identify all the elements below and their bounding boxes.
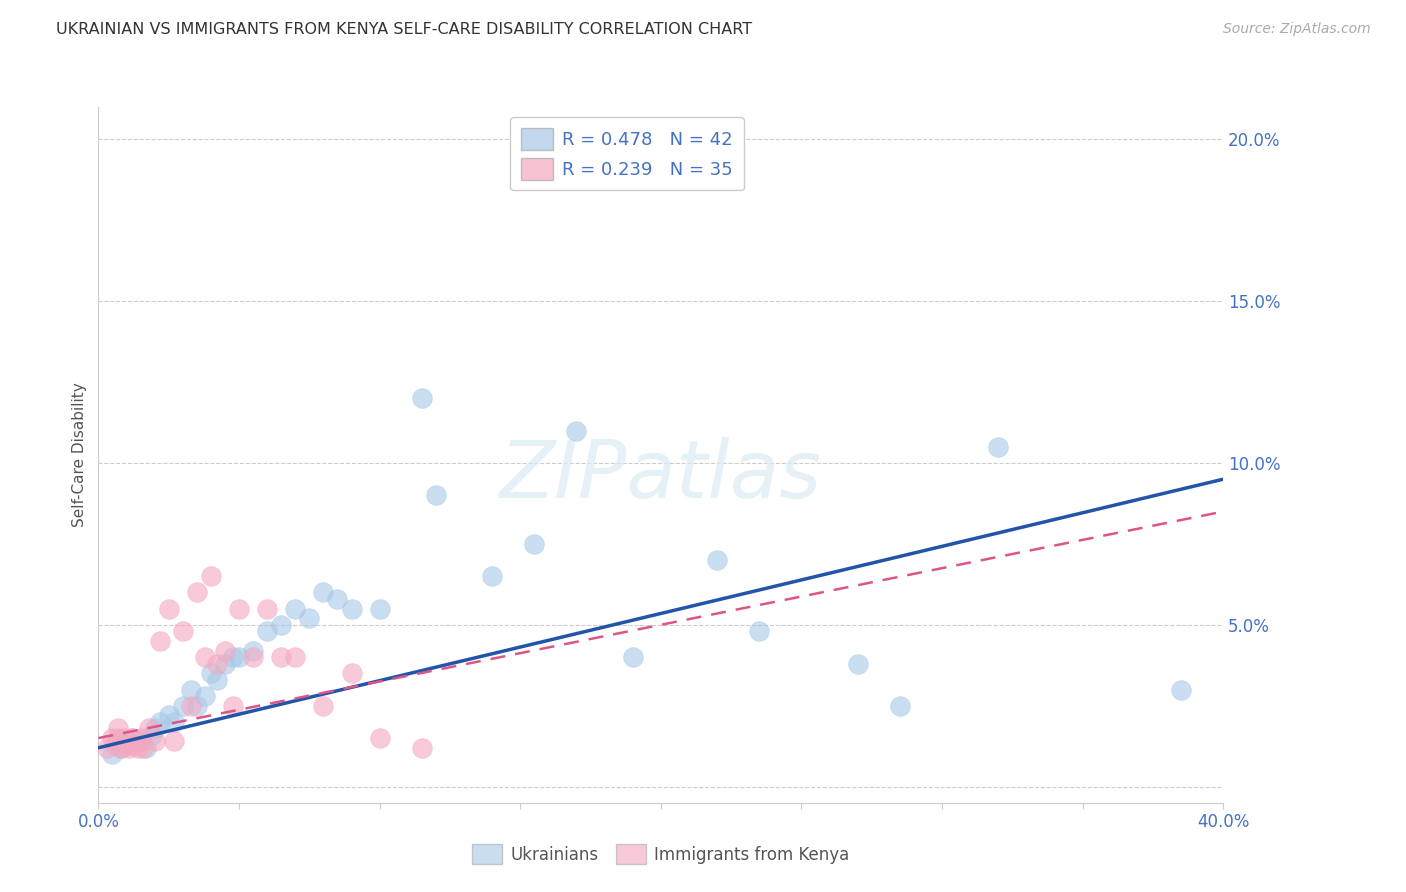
Point: [186, 585, 208, 599]
Point: [242, 643, 264, 657]
Point: [523, 537, 546, 551]
Point: [222, 698, 245, 713]
Point: [565, 424, 588, 438]
Point: [172, 624, 194, 639]
Point: [129, 734, 152, 748]
Point: [222, 650, 245, 665]
Point: [270, 650, 292, 665]
Point: [298, 611, 321, 625]
Point: [96, 740, 118, 755]
Legend: Ukrainians, Immigrants from Kenya: Ukrainians, Immigrants from Kenya: [465, 838, 856, 871]
Point: [115, 738, 138, 752]
Point: [425, 488, 447, 502]
Point: [127, 740, 149, 755]
Point: [270, 617, 292, 632]
Point: [149, 714, 172, 729]
Point: [256, 601, 278, 615]
Point: [194, 650, 217, 665]
Point: [340, 601, 363, 615]
Y-axis label: Self-Care Disability: Self-Care Disability: [72, 383, 87, 527]
Point: [214, 643, 236, 657]
Point: [143, 734, 166, 748]
Point: [115, 738, 138, 752]
Point: [172, 698, 194, 713]
Point: [326, 591, 349, 606]
Point: [132, 740, 155, 755]
Point: [180, 698, 202, 713]
Point: [135, 740, 157, 755]
Point: [157, 601, 180, 615]
Point: [121, 731, 143, 745]
Point: [138, 722, 160, 736]
Point: [129, 731, 152, 745]
Point: [228, 650, 250, 665]
Point: [107, 722, 129, 736]
Point: [101, 747, 124, 762]
Point: [284, 650, 307, 665]
Point: [748, 624, 770, 639]
Point: [846, 657, 869, 671]
Point: [411, 740, 433, 755]
Point: [481, 569, 503, 583]
Point: [107, 731, 129, 745]
Point: [312, 698, 335, 713]
Point: [368, 601, 391, 615]
Point: [706, 553, 728, 567]
Text: Source: ZipAtlas.com: Source: ZipAtlas.com: [1223, 22, 1371, 37]
Point: [101, 731, 124, 745]
Point: [205, 673, 228, 687]
Point: [1170, 682, 1192, 697]
Point: [149, 634, 172, 648]
Point: [621, 650, 644, 665]
Point: [118, 740, 141, 755]
Point: [987, 440, 1010, 454]
Point: [194, 689, 217, 703]
Point: [200, 666, 222, 681]
Point: [163, 714, 186, 729]
Point: [368, 731, 391, 745]
Point: [163, 734, 186, 748]
Point: [340, 666, 363, 681]
Point: [200, 569, 222, 583]
Point: [312, 585, 335, 599]
Point: [112, 731, 135, 745]
Point: [214, 657, 236, 671]
Point: [284, 601, 307, 615]
Point: [256, 624, 278, 639]
Point: [104, 738, 127, 752]
Point: [141, 728, 163, 742]
Point: [186, 698, 208, 713]
Point: [121, 731, 143, 745]
Point: [143, 722, 166, 736]
Point: [205, 657, 228, 671]
Text: ZIPatlas: ZIPatlas: [499, 437, 823, 515]
Point: [242, 650, 264, 665]
Point: [110, 740, 132, 755]
Point: [124, 738, 146, 752]
Point: [110, 740, 132, 755]
Text: UKRAINIAN VS IMMIGRANTS FROM KENYA SELF-CARE DISABILITY CORRELATION CHART: UKRAINIAN VS IMMIGRANTS FROM KENYA SELF-…: [56, 22, 752, 37]
Point: [228, 601, 250, 615]
Point: [889, 698, 911, 713]
Point: [411, 392, 433, 406]
Point: [180, 682, 202, 697]
Point: [157, 708, 180, 723]
